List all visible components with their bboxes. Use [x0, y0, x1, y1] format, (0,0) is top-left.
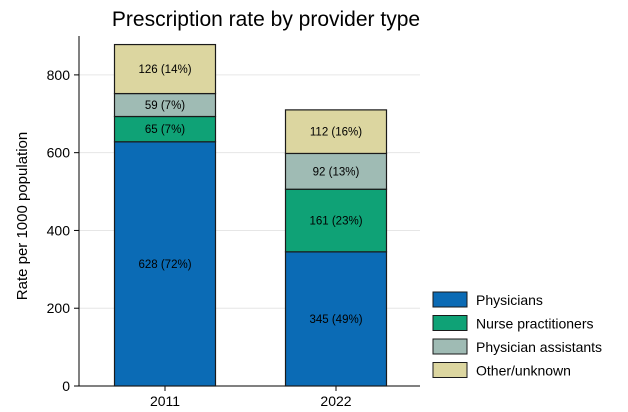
legend-swatch	[432, 291, 468, 308]
data-label: 345 (49%)	[309, 314, 362, 326]
legend-label: Nurse practitioners	[476, 316, 594, 332]
bar-segment	[284, 109, 388, 155]
bar-segment	[284, 152, 388, 190]
legend-swatch	[432, 338, 468, 355]
bar-segment	[284, 188, 388, 253]
bar-segment	[113, 141, 217, 387]
y-tick-label: 200	[47, 300, 71, 316]
data-label: 92 (13%)	[313, 166, 360, 178]
bar-segment	[113, 115, 217, 143]
legend-swatch	[432, 362, 468, 378]
bar-segment	[284, 251, 388, 387]
legend: Physicians Nurse practitioners Physician a…	[432, 291, 602, 379]
bar-segment	[113, 43, 217, 95]
legend-label: Other/unknown	[476, 363, 571, 379]
legend-label: Physicians	[476, 292, 543, 308]
data-label: 161 (23%)	[309, 216, 362, 228]
y-tick-label: 400	[47, 222, 71, 238]
x-tick-label: 2022	[320, 393, 351, 407]
data-label: 65 (7%)	[145, 124, 185, 136]
data-label: 126 (14%)	[138, 64, 191, 76]
legend-label: Physician assistants	[476, 339, 602, 355]
data-label: 59 (7%)	[145, 100, 185, 112]
y-tick-label: 0	[62, 378, 70, 394]
legend-swatch	[432, 315, 468, 331]
data-label: 112 (16%)	[310, 127, 362, 139]
y-tick-label: 800	[47, 67, 71, 83]
y-axis-label: Rate per 1000 population	[14, 132, 31, 300]
x-tick-label: 2011	[150, 393, 180, 407]
chart-title: Prescription rate by provider type	[112, 8, 420, 31]
y-tick-label: 600	[47, 145, 71, 161]
bars: 628 (72%) 65 (7%) 59 (7%) 126 (14%) 345 (49%…	[113, 43, 388, 387]
data-label: 628 (72%)	[138, 259, 191, 271]
